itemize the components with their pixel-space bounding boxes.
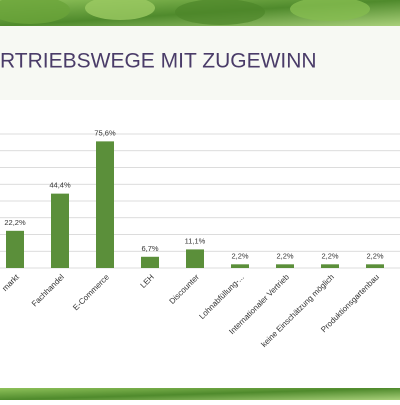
bar bbox=[51, 193, 69, 268]
chart-title: RTRIEBSWEGE MIT ZUGEWINN bbox=[0, 50, 317, 73]
bar bbox=[186, 249, 204, 268]
leaf-banner-top bbox=[0, 0, 400, 26]
bar bbox=[141, 256, 159, 268]
bar bbox=[321, 264, 339, 268]
bar bbox=[6, 230, 24, 268]
value-label: 22,2% bbox=[4, 218, 26, 227]
bar bbox=[231, 264, 249, 268]
value-label: 44,4% bbox=[49, 181, 71, 190]
bar bbox=[96, 141, 114, 268]
value-label: 11,1% bbox=[185, 236, 206, 245]
value-label: 2,2% bbox=[366, 251, 383, 260]
bar bbox=[276, 264, 294, 268]
value-label: 75,6% bbox=[94, 128, 116, 137]
value-label: 2,2% bbox=[231, 251, 248, 260]
value-label: 2,2% bbox=[321, 251, 338, 260]
leaf-banner-bottom bbox=[0, 388, 400, 400]
title-band bbox=[0, 26, 400, 100]
bar bbox=[366, 264, 384, 268]
value-label: 6,7% bbox=[141, 244, 158, 253]
value-label: 2,2% bbox=[276, 251, 293, 260]
